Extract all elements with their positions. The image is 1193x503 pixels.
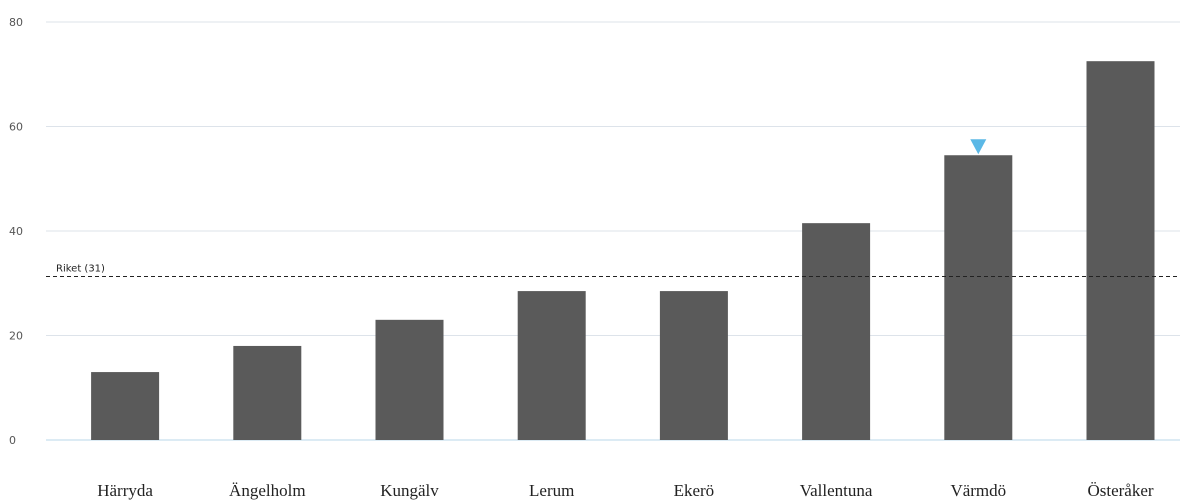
y-tick-label: 80 [9,16,23,29]
x-tick-label: Värmdö [950,481,1006,500]
bar [375,319,444,440]
highlight-triangle-marker [970,139,987,155]
bar [659,291,728,440]
x-axis-category-labels: Härryda Ängelholm Kungälv Lerum Ekerö Vallent… [97,481,1154,500]
bar [802,223,871,440]
y-tick-label: 60 [9,121,23,134]
x-tick-label: Kungälv [380,481,439,500]
x-tick-label: Härryda [97,481,153,500]
bar [233,345,302,440]
bar [517,291,586,440]
y-axis-tick-labels: 0 20 40 60 80 [9,16,23,447]
x-tick-label: Ekerö [674,481,715,500]
bar [1086,61,1155,440]
bar [944,155,1013,441]
y-tick-label: 0 [9,434,16,447]
reference-line: Riket (31) [46,263,1180,277]
x-tick-label: Lerum [529,481,574,500]
bar [91,372,160,440]
x-tick-label: Österåker [1087,481,1153,500]
x-tick-label: Vallentuna [800,481,873,500]
x-tick-label: Ängelholm [229,481,306,500]
highlight-markers [970,139,987,155]
reference-line-label: Riket (31) [56,263,105,274]
bars [91,61,1155,441]
y-tick-label: 40 [9,225,23,238]
y-tick-label: 20 [9,330,23,343]
